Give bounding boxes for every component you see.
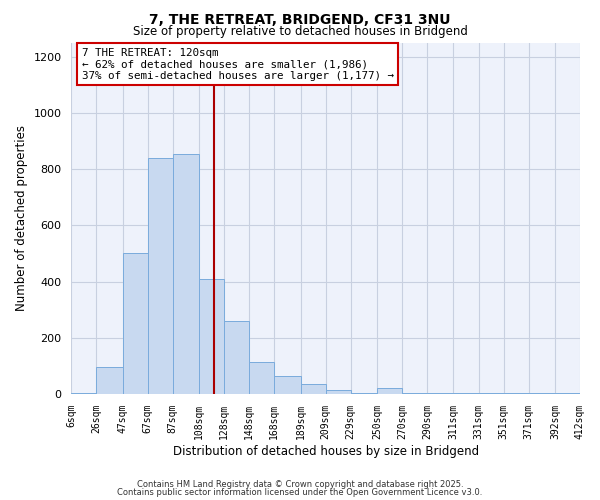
Text: Size of property relative to detached houses in Bridgend: Size of property relative to detached ho… xyxy=(133,25,467,38)
Bar xyxy=(427,392,454,394)
Bar xyxy=(274,376,301,394)
Bar xyxy=(199,278,224,394)
Bar xyxy=(301,384,326,394)
Bar xyxy=(479,393,503,394)
Bar xyxy=(529,392,555,394)
Bar xyxy=(173,154,199,394)
Text: Contains public sector information licensed under the Open Government Licence v3: Contains public sector information licen… xyxy=(118,488,482,497)
Text: 7, THE RETREAT, BRIDGEND, CF31 3NU: 7, THE RETREAT, BRIDGEND, CF31 3NU xyxy=(149,12,451,26)
Bar xyxy=(123,254,148,394)
Bar xyxy=(148,158,173,394)
Bar xyxy=(224,321,249,394)
Y-axis label: Number of detached properties: Number of detached properties xyxy=(15,125,28,311)
Text: 7 THE RETREAT: 120sqm
← 62% of detached houses are smaller (1,986)
37% of semi-d: 7 THE RETREAT: 120sqm ← 62% of detached … xyxy=(82,48,394,81)
Bar xyxy=(71,392,97,394)
X-axis label: Distribution of detached houses by size in Bridgend: Distribution of detached houses by size … xyxy=(173,444,479,458)
Bar xyxy=(351,392,377,394)
Bar xyxy=(97,368,123,394)
Text: Contains HM Land Registry data © Crown copyright and database right 2025.: Contains HM Land Registry data © Crown c… xyxy=(137,480,463,489)
Bar xyxy=(249,362,274,394)
Bar xyxy=(377,388,402,394)
Bar xyxy=(326,390,351,394)
Bar xyxy=(454,392,479,394)
Bar xyxy=(402,392,427,394)
